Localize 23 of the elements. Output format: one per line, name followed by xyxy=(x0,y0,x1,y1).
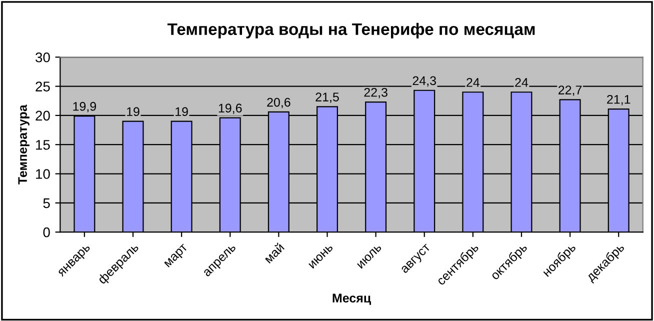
y-axis-title: Температура xyxy=(18,104,30,184)
data-label: 21,5 xyxy=(316,92,339,103)
chart-title: Температура воды на Тенерифе по месяцам xyxy=(167,22,535,38)
y-tick-label: 5 xyxy=(43,198,50,208)
data-label: 19 xyxy=(176,107,188,116)
data-label: 21,1 xyxy=(607,94,630,106)
y-tick-label: 10 xyxy=(36,169,50,179)
y-tick-label: 0 xyxy=(43,227,50,238)
y-tick-label: 20 xyxy=(36,110,50,121)
y-tick-label: 15 xyxy=(36,140,50,150)
data-label: 20,6 xyxy=(267,98,290,108)
y-tick-label: 30 xyxy=(36,52,50,62)
data-label: 19,6 xyxy=(218,104,242,114)
y-tick-label: 25 xyxy=(36,82,50,92)
data-label: 22,7 xyxy=(558,86,582,96)
data-label: 19 xyxy=(127,107,140,116)
data-label: 22,3 xyxy=(364,88,388,98)
data-label: 24,3 xyxy=(412,76,436,87)
data-label: 24 xyxy=(466,78,480,87)
data-label: 24 xyxy=(515,78,528,87)
data-label: 19,9 xyxy=(73,102,96,112)
x-tick-label: май xyxy=(263,242,285,264)
x-axis-title: Месяц xyxy=(332,294,371,305)
